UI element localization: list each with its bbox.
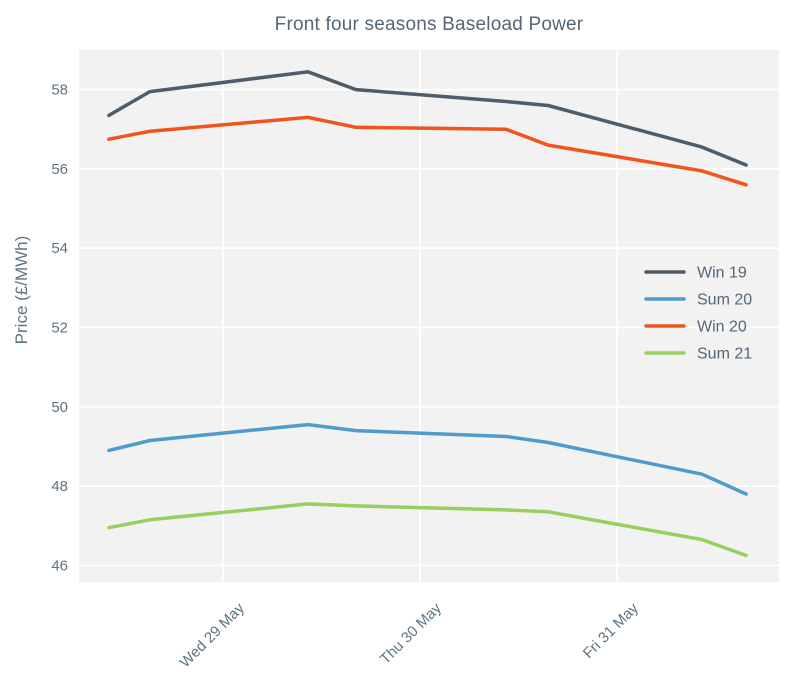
y-tick-label: 48 <box>51 478 68 495</box>
series-line-win-20 <box>107 115 748 187</box>
plot-area <box>79 50 779 582</box>
legend-label-win-20: Win 20 <box>697 319 747 336</box>
x-tick-label-fri-31-may: Fri 31 May <box>580 599 642 661</box>
legend-label-sum-21: Sum 21 <box>697 346 752 363</box>
chart-title: Front four seasons Baseload Power <box>274 14 584 35</box>
x-tick-label-thu-30-may: Thu 30 May <box>377 599 445 667</box>
y-tick-label: 46 <box>51 557 68 574</box>
legend-label-sum-20: Sum 20 <box>697 292 752 309</box>
y-tick-label: 56 <box>51 161 68 178</box>
y-tick-label: 52 <box>51 319 68 336</box>
x-tick-label-wed-29-may: Wed 29 May <box>176 599 248 671</box>
y-tick-label: 54 <box>51 240 68 257</box>
y-axis-label: Price (£/MWh) <box>12 236 31 345</box>
series-line-sum-21 <box>107 502 748 558</box>
series-line-sum-20 <box>107 422 748 496</box>
y-tick-label: 58 <box>51 82 68 99</box>
legend-label-win-19: Win 19 <box>697 265 747 282</box>
y-tick-label: 50 <box>51 399 68 416</box>
series-line-win-19 <box>107 70 748 167</box>
